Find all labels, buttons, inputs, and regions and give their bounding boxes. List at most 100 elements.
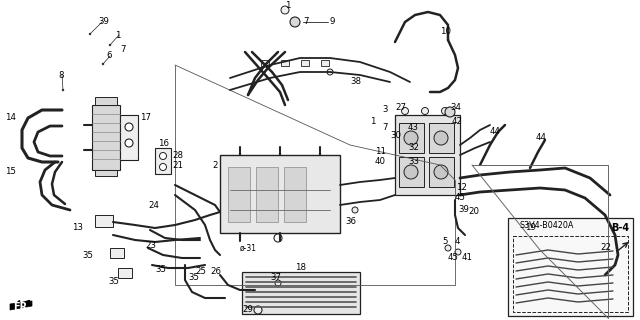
Circle shape [404, 165, 418, 179]
Circle shape [159, 153, 166, 159]
Text: ø-31: ø-31 [240, 244, 257, 252]
Circle shape [422, 108, 429, 115]
Text: 44: 44 [490, 127, 501, 137]
Circle shape [404, 131, 418, 145]
Bar [256, 167, 278, 222]
Text: 33: 33 [408, 157, 419, 166]
Text: 29: 29 [242, 306, 253, 315]
Circle shape [125, 123, 133, 131]
Circle shape [62, 89, 64, 91]
Bar [155, 148, 171, 174]
Text: 19: 19 [525, 223, 536, 233]
Bar [261, 60, 269, 66]
Text: 43: 43 [408, 124, 419, 132]
Bar [95, 97, 117, 105]
Text: 35: 35 [82, 251, 93, 260]
Text: 45: 45 [455, 194, 466, 203]
Circle shape [109, 44, 111, 46]
Text: 24: 24 [148, 201, 159, 210]
Bar [95, 215, 113, 227]
Text: 7: 7 [382, 124, 387, 132]
Text: 25: 25 [195, 268, 206, 276]
Bar [399, 157, 424, 187]
Text: 8: 8 [58, 70, 63, 79]
Text: 28: 28 [172, 150, 183, 159]
Text: 35: 35 [108, 277, 119, 286]
Circle shape [102, 63, 104, 65]
Text: 35: 35 [188, 274, 199, 283]
Circle shape [254, 306, 262, 314]
Text: 41: 41 [462, 253, 473, 262]
Circle shape [352, 207, 358, 213]
Text: 45: 45 [448, 253, 459, 262]
Text: 35: 35 [155, 266, 166, 275]
Circle shape [455, 249, 461, 255]
Text: 4: 4 [455, 237, 461, 246]
Bar [281, 60, 289, 66]
Bar [301, 60, 309, 66]
Circle shape [327, 69, 333, 75]
Bar [118, 268, 132, 278]
Bar [513, 236, 628, 312]
Text: 2: 2 [212, 161, 218, 170]
Text: 6: 6 [106, 52, 111, 60]
Text: 17: 17 [140, 114, 151, 123]
Text: B-4: B-4 [611, 223, 629, 233]
Circle shape [274, 234, 282, 242]
Text: 9: 9 [330, 18, 335, 27]
Text: 38: 38 [350, 77, 361, 86]
Text: 20: 20 [468, 207, 479, 217]
Circle shape [125, 139, 133, 147]
Text: 18: 18 [295, 263, 306, 273]
Text: 16: 16 [158, 139, 169, 148]
Text: 42: 42 [452, 117, 463, 126]
Text: 3: 3 [382, 106, 387, 115]
Text: 11: 11 [375, 148, 386, 156]
Text: 1: 1 [370, 117, 376, 126]
Bar [399, 123, 424, 153]
Bar [429, 157, 454, 187]
Bar [110, 248, 124, 258]
Text: 5: 5 [442, 237, 447, 246]
Text: 21: 21 [172, 161, 183, 170]
Text: 13: 13 [72, 223, 83, 233]
Text: 22: 22 [600, 244, 611, 252]
Text: 30: 30 [390, 131, 401, 140]
Polygon shape [395, 115, 460, 195]
Text: 1: 1 [115, 30, 120, 39]
Text: 34: 34 [450, 103, 461, 113]
Text: 26: 26 [210, 268, 221, 276]
Text: 27: 27 [395, 103, 406, 113]
Text: 37: 37 [270, 274, 281, 283]
Text: 1: 1 [285, 1, 291, 10]
Circle shape [442, 108, 449, 115]
Circle shape [290, 17, 300, 27]
Circle shape [445, 245, 451, 251]
Text: 12: 12 [456, 183, 467, 193]
Circle shape [401, 108, 408, 115]
Text: 39: 39 [458, 205, 469, 214]
Circle shape [445, 107, 455, 117]
Bar [120, 115, 138, 160]
Bar [321, 60, 329, 66]
Text: 7: 7 [120, 45, 125, 54]
Polygon shape [92, 105, 120, 170]
Text: 36: 36 [345, 218, 356, 227]
Circle shape [89, 33, 91, 35]
Text: 39: 39 [98, 18, 109, 27]
Bar [95, 170, 117, 176]
Text: 14: 14 [5, 114, 16, 123]
Polygon shape [10, 301, 32, 310]
Circle shape [434, 131, 448, 145]
Bar [284, 167, 306, 222]
Circle shape [434, 165, 448, 179]
Text: 15: 15 [5, 167, 16, 177]
Polygon shape [220, 155, 340, 233]
Circle shape [159, 164, 166, 171]
Text: 10: 10 [440, 28, 451, 36]
Circle shape [275, 280, 281, 286]
Bar [508, 218, 633, 316]
Circle shape [281, 6, 289, 14]
Text: 32: 32 [408, 143, 419, 153]
Text: 23: 23 [145, 241, 156, 250]
